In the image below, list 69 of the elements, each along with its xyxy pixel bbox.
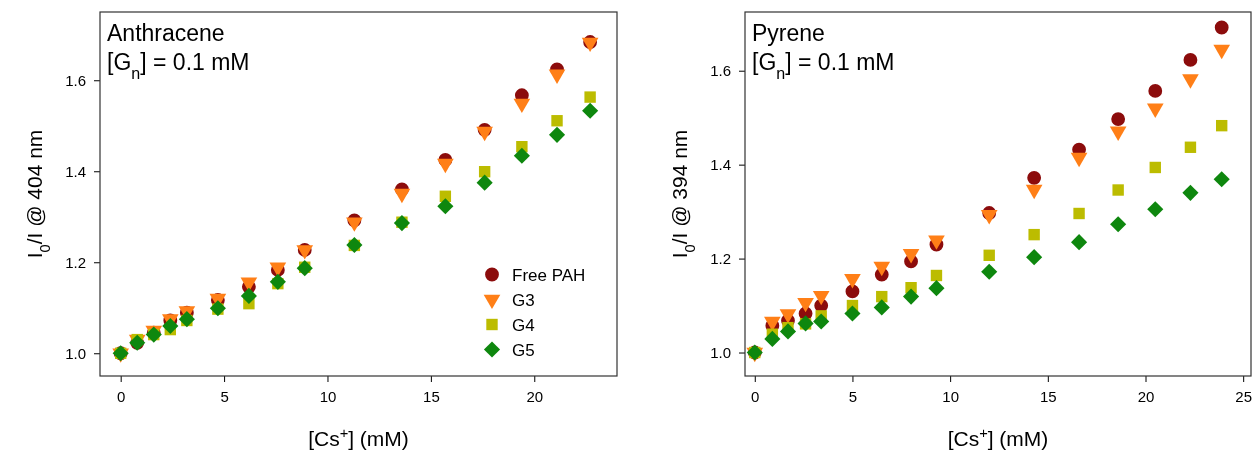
point [1112,184,1124,196]
y-tick-label: 1.4 [65,162,86,180]
point [1148,84,1163,98]
point [1071,234,1088,251]
point [1073,207,1085,220]
point [240,287,257,304]
y-tick-label: 1.6 [710,62,731,80]
x-tick-label: 20 [526,387,544,405]
point [928,280,945,297]
point [1213,171,1230,188]
x-tick-label: 0 [751,387,760,405]
point [1110,216,1127,233]
x-tick-label: 15 [423,387,440,405]
point [513,147,530,164]
point [296,260,313,277]
x-tick-label: 25 [1235,387,1253,405]
point [873,299,890,316]
point [981,263,998,280]
y-tick-label: 1.2 [65,253,86,271]
x-tick-label: 15 [1039,387,1057,405]
legend-label: Free PAH [512,265,586,285]
point [1147,201,1164,218]
x-tick-label: 5 [848,387,858,405]
point [844,305,861,322]
point [551,115,563,127]
x-tick-label: 5 [220,387,229,405]
point [930,269,943,282]
legend-label: G3 [512,290,535,310]
chart-title: Anthracene [107,20,225,46]
point [983,249,995,261]
y-tick-label: 1.2 [710,249,731,267]
point [813,313,830,330]
text: [G$_{n}$] = 0.1 mM [107,49,250,82]
point [269,273,286,290]
x-tick-label: 20 [1137,387,1155,405]
chart-title: Pyrene [752,20,825,46]
point [845,284,860,299]
point [1149,161,1161,174]
x-tick-label: 0 [117,387,126,405]
x-tick-label: 10 [942,387,959,405]
point [779,323,797,340]
point [1028,228,1040,241]
point [764,330,781,347]
y-tick-label: 1.6 [65,71,86,89]
x-axis-title: [Cs$^{+}$] (mM) [947,425,1049,450]
point [1183,53,1198,67]
legend-label: G4 [512,315,535,335]
y-tick-label: 1.0 [65,344,86,362]
y-tick-label: 1.0 [710,343,731,361]
point [903,288,920,305]
text: [G$_{n}$] = 0.1 mM [752,49,895,82]
point [1027,170,1042,185]
x-tick-label: 10 [319,387,337,405]
point [582,102,599,119]
point [393,215,410,232]
point [1215,119,1228,132]
point [1026,249,1043,266]
point [162,317,179,335]
y-tick-label: 1.4 [710,155,731,173]
point [584,91,596,103]
point [437,198,454,215]
x-axis-title: [Cs$^{+}$] (mM) [308,425,409,450]
point [1182,184,1199,201]
point [1184,141,1197,153]
point [1111,112,1126,126]
point [476,174,493,191]
point [548,126,566,143]
point [1214,20,1229,35]
legend-label: G5 [512,340,535,360]
